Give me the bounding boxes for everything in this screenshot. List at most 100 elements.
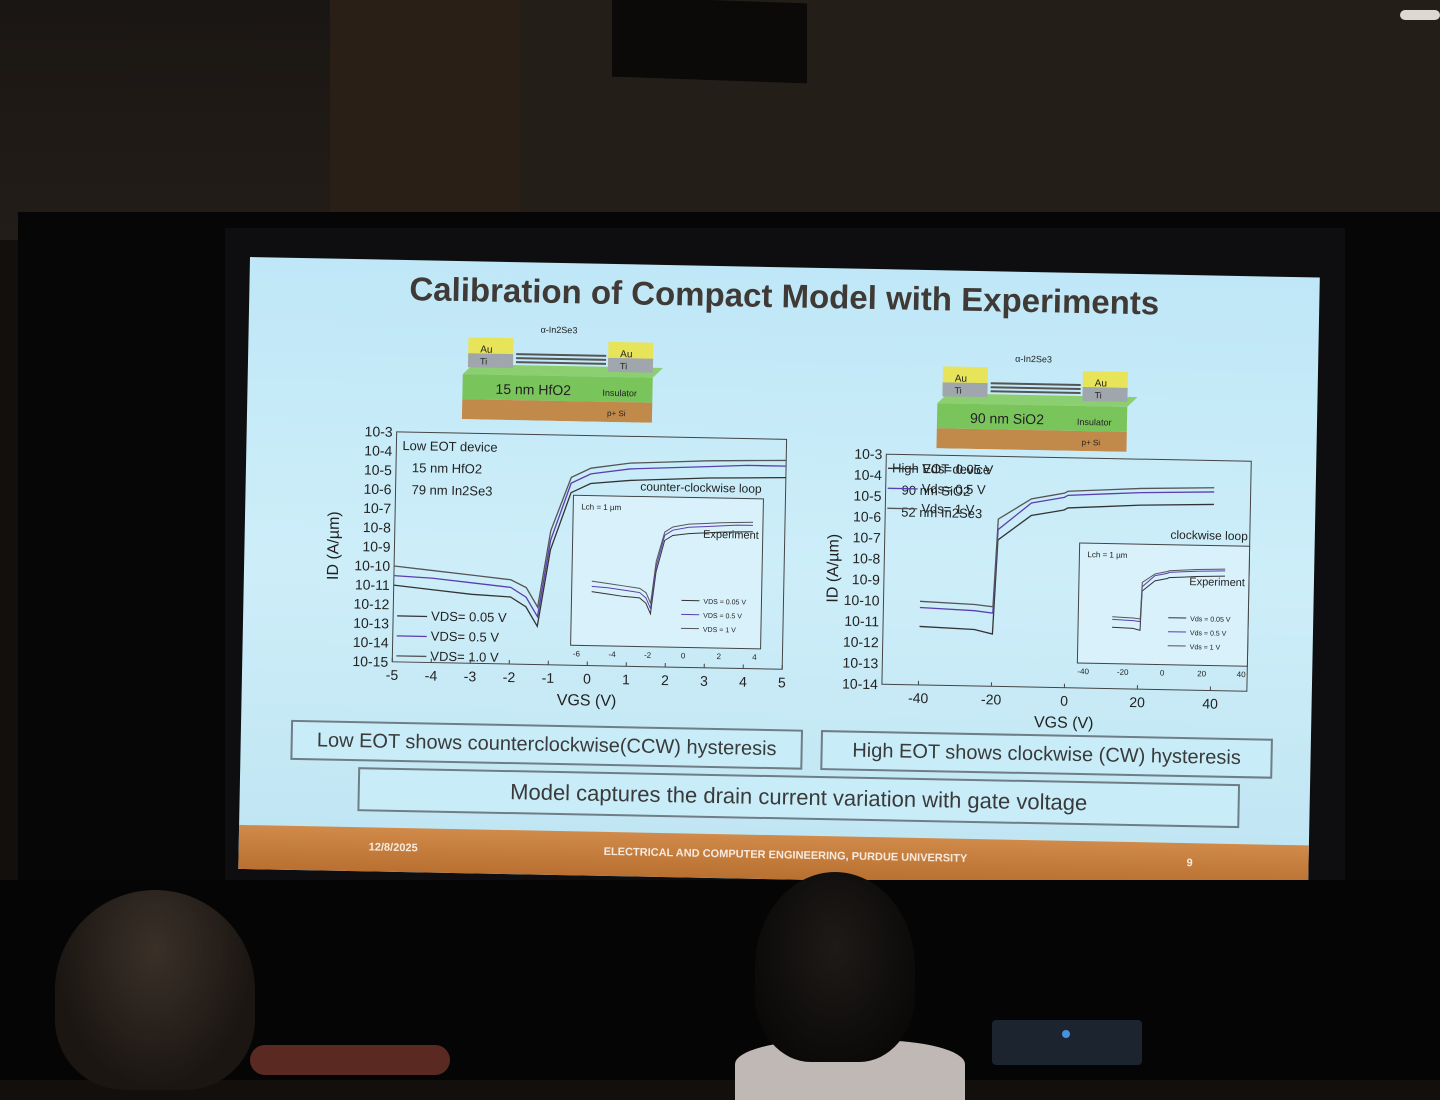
channel-atoms xyxy=(991,383,1081,393)
y-tick-label: 10-9 xyxy=(852,571,881,588)
svg-text:Ti: Ti xyxy=(620,361,627,371)
chart-left-low-eot: 10-310-410-510-610-710-810-910-1010-1110… xyxy=(321,419,797,728)
x-tick-label: 1 xyxy=(622,671,630,687)
slide-title: Calibration of Compact Model with Experi… xyxy=(249,267,1320,326)
x-tick-label: -2 xyxy=(503,669,516,685)
inset-x-tick: -20 xyxy=(1117,668,1129,677)
x-tick-label: 2 xyxy=(661,672,669,688)
y-tick-label: 10-8 xyxy=(363,519,392,536)
x-tick-label: -4 xyxy=(425,667,438,683)
y-tick-label: 10-14 xyxy=(353,634,389,651)
x-tick-label: -40 xyxy=(908,690,929,706)
x-tick-label: -1 xyxy=(542,670,555,686)
x-tick-label: 4 xyxy=(739,673,747,689)
legend-swatch xyxy=(397,636,427,637)
x-axis-label: VGS (V) xyxy=(1034,714,1094,732)
inset-x-tick: -40 xyxy=(1077,667,1089,676)
inset-x-tick: -6 xyxy=(573,649,581,658)
inset-x-tick: 2 xyxy=(717,652,722,661)
inset-legend-label: Vds = 0.05 V xyxy=(1190,616,1231,624)
inset-note: Experiment xyxy=(1189,576,1245,589)
y-tick-label: 10-11 xyxy=(355,576,390,593)
inset-title: clockwise loop xyxy=(1170,528,1248,543)
svg-text:Au: Au xyxy=(620,349,632,360)
inset-legend-label: Vds = 1 V xyxy=(1190,644,1221,652)
x-tick-label: 0 xyxy=(583,670,591,686)
y-axis-label: ID (A/µm) xyxy=(325,511,343,580)
annotation-label: 15 nm HfO2 xyxy=(412,460,482,476)
legend-swatch xyxy=(887,508,917,509)
legend-label: VDS= 0.5 V xyxy=(431,629,500,645)
inset-x-tick: -2 xyxy=(644,651,652,660)
y-tick-label: 10-4 xyxy=(364,442,393,459)
svg-text:p+ Si: p+ Si xyxy=(1082,438,1101,447)
svg-text:Au: Au xyxy=(480,344,492,355)
x-tick-label: 3 xyxy=(700,673,708,689)
y-tick-label: 10-9 xyxy=(362,538,391,555)
y-tick-label: 10-4 xyxy=(854,467,883,484)
inset-x-tick: 0 xyxy=(1160,669,1165,678)
presentation-slide: Calibration of Compact Model with Experi… xyxy=(238,257,1320,889)
inset-x-tick: 0 xyxy=(681,651,686,660)
legend-label: Vds= 0.5 V xyxy=(922,481,987,497)
inset-frame xyxy=(571,495,764,649)
chart-right-high-eot: 10-310-410-510-610-710-810-910-1010-1110… xyxy=(821,443,1266,741)
inset-x-tick: 20 xyxy=(1197,669,1207,678)
x-tick-label: 40 xyxy=(1202,695,1218,711)
ceiling-speaker xyxy=(612,0,807,83)
legend-swatch xyxy=(888,468,918,469)
callout-high-eot: High EOT shows clockwise (CW) hysteresis xyxy=(820,730,1273,779)
x-tick-label: 20 xyxy=(1129,694,1145,710)
x-tick-label: 0 xyxy=(1060,693,1068,709)
svg-text:Insulator: Insulator xyxy=(1077,417,1112,428)
y-tick-label: 10-13 xyxy=(353,615,389,632)
y-tick-label: 10-7 xyxy=(363,500,392,517)
inset-x-tick: 4 xyxy=(752,653,757,662)
y-tick-label: 10-10 xyxy=(844,592,880,609)
device-schematic-left: Au Ti Au Ti α-In2Se3 15 nm HfO2 Insulato… xyxy=(457,319,669,423)
legend-swatch xyxy=(396,656,426,657)
x-tick-label: -5 xyxy=(386,667,399,683)
footer-institution: ELECTRICAL AND COMPUTER ENGINEERING, PUR… xyxy=(604,846,968,865)
inset-legend-label: Vds = 0.5 V xyxy=(1190,630,1227,638)
y-tick-label: 10-5 xyxy=(853,487,882,504)
inset-note: Experiment xyxy=(703,529,759,542)
y-tick-label: 10-13 xyxy=(842,655,878,672)
inset-x-tick: 40 xyxy=(1237,670,1247,679)
inset-frame xyxy=(1077,543,1249,666)
inset-title: counter-clockwise loop xyxy=(640,480,762,496)
inset-legend-label: VDS = 0.05 V xyxy=(703,599,746,607)
y-tick-label: 10-7 xyxy=(853,529,882,546)
svg-text:Insulator: Insulator xyxy=(602,388,637,399)
legend-label: VDS= 0.05 V xyxy=(431,609,507,625)
y-tick-label: 10-3 xyxy=(854,446,883,463)
y-tick-label: 10-12 xyxy=(353,596,389,613)
inset-label: Lch = 1 µm xyxy=(1087,550,1127,560)
ceiling-light xyxy=(1400,10,1440,20)
svg-text:α-In2Se3: α-In2Se3 xyxy=(541,325,578,336)
device-schematic-right: Au Ti Au Ti α-In2Se3 90 nm SiO2 Insulato… xyxy=(931,348,1143,452)
legend-label: Vds= 0.05 V xyxy=(922,461,994,477)
inset-legend-label: VDS = 1 V xyxy=(703,627,736,635)
svg-text:Ti: Ti xyxy=(480,356,487,366)
audience-arm xyxy=(250,1045,450,1075)
x-tick-label: -3 xyxy=(464,668,477,684)
y-axis-label: ID (A/µm) xyxy=(824,534,842,603)
y-tick-label: 10-8 xyxy=(852,550,881,567)
y-tick-label: 10-6 xyxy=(363,481,392,498)
projector-indicator-light xyxy=(1062,1030,1070,1038)
svg-text:15 nm HfO2: 15 nm HfO2 xyxy=(495,381,571,398)
footer-page-number: 9 xyxy=(1186,857,1192,869)
legend-label: VDS= 1.0 V xyxy=(430,649,499,665)
annotation-label: Low EOT device xyxy=(402,438,497,455)
y-tick-label: 10-14 xyxy=(842,675,878,692)
svg-text:Ti: Ti xyxy=(1094,390,1101,400)
projector xyxy=(992,1020,1142,1065)
x-tick-label: -20 xyxy=(981,691,1002,707)
callout-model-summary: Model captures the drain current variati… xyxy=(357,767,1240,828)
audience-head-left xyxy=(55,890,255,1090)
x-tick-label: 5 xyxy=(778,674,786,690)
svg-text:90 nm SiO2: 90 nm SiO2 xyxy=(970,410,1044,427)
svg-text:Au: Au xyxy=(955,374,967,385)
footer-date: 12/8/2025 xyxy=(369,841,418,854)
